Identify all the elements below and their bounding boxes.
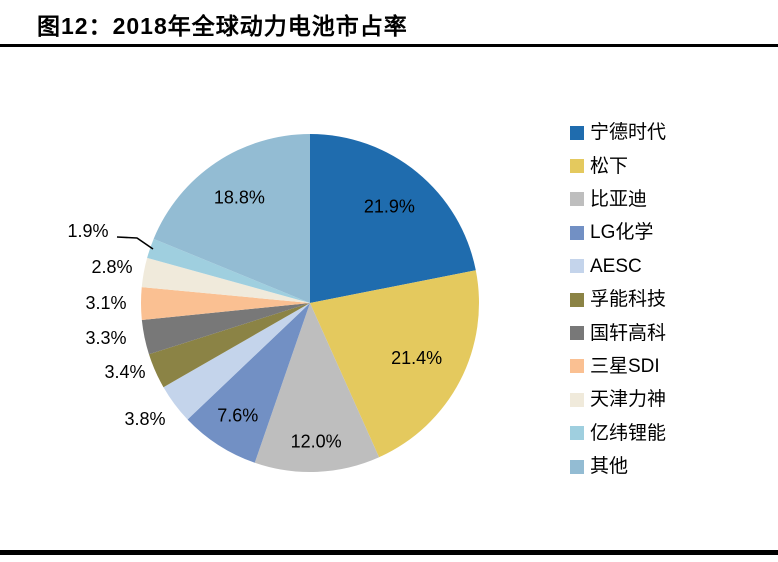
pie-value-label-8: 3.1% bbox=[85, 293, 126, 313]
legend-swatch bbox=[570, 159, 584, 174]
legend-swatch bbox=[570, 225, 584, 240]
legend-swatch bbox=[570, 459, 584, 474]
legend-item: 三星SDI bbox=[570, 350, 666, 383]
legend-label: AESC bbox=[590, 255, 642, 277]
legend-item: 亿纬锂能 bbox=[570, 417, 666, 450]
legend-item: 孚能科技 bbox=[570, 283, 666, 316]
legend-label: 天津力神 bbox=[590, 389, 667, 411]
legend-item: 天津力神 bbox=[570, 383, 666, 416]
legend-swatch bbox=[570, 326, 584, 341]
leader-line bbox=[116, 236, 154, 250]
pie-value-label-5: 3.8% bbox=[124, 409, 165, 429]
legend-label: 比亚迪 bbox=[590, 188, 648, 210]
legend-label: LG化学 bbox=[590, 222, 654, 244]
legend-item: 宁德时代 bbox=[570, 116, 666, 149]
legend-swatch bbox=[570, 259, 584, 274]
pie-value-label-7: 3.3% bbox=[85, 328, 126, 348]
pie-slice-9 bbox=[141, 257, 310, 303]
legend-swatch bbox=[570, 426, 584, 441]
pie-slice-10 bbox=[147, 238, 310, 303]
pie-slice-6 bbox=[148, 303, 310, 388]
legend: 宁德时代松下比亚迪 LG化学 AESC 孚能科技国轩高科三星SDI 天津力神亿纬锂能其他 bbox=[570, 116, 666, 483]
legend-swatch bbox=[570, 392, 584, 407]
pie-chart: 21.9% 21.4% 12.0% 7.6% 3.8% 3.4% 3.3% 3.1% 2.8% 1… bbox=[67, 134, 479, 472]
legend-item: LG化学 bbox=[570, 216, 666, 249]
pie-value-label-1: 21.9% bbox=[364, 196, 415, 216]
figure-bottom-line bbox=[0, 550, 778, 555]
pie-value-label-10: 1.9% bbox=[67, 221, 108, 241]
pie-slice-4 bbox=[187, 303, 310, 463]
pie-value-label-4: 7.6% bbox=[217, 405, 258, 425]
legend-item: 松下 bbox=[570, 149, 666, 182]
pie-value-label-3: 12.0% bbox=[291, 431, 342, 451]
pie-slice-7 bbox=[141, 303, 310, 355]
figure-title: 图12：2018年全球动力电池市占率 bbox=[37, 13, 408, 39]
legend-item: 国轩高科 bbox=[570, 316, 666, 349]
legend-item: 比亚迪 bbox=[570, 183, 666, 216]
legend-item: 其他 bbox=[570, 450, 666, 483]
legend-label: 亿纬锂能 bbox=[590, 422, 667, 444]
legend-label: 其他 bbox=[590, 456, 629, 478]
pie-slice-8 bbox=[140, 287, 310, 320]
legend-label: 孚能科技 bbox=[590, 289, 667, 311]
legend-swatch bbox=[570, 192, 584, 207]
legend-item: AESC bbox=[570, 250, 666, 283]
pie-value-label-9: 2.8% bbox=[91, 257, 132, 277]
pie-slice-5 bbox=[163, 303, 310, 420]
legend-label: 松下 bbox=[590, 155, 629, 177]
pie-value-label-6: 3.4% bbox=[104, 362, 145, 382]
pie-slice-2 bbox=[310, 270, 479, 458]
pie-value-label-2: 21.4% bbox=[391, 348, 442, 368]
pie-slice-1 bbox=[310, 134, 476, 303]
legend-swatch bbox=[570, 359, 584, 374]
pie-value-label-11: 18.8% bbox=[214, 188, 265, 208]
legend-label: 三星SDI bbox=[590, 355, 660, 377]
legend-swatch bbox=[570, 125, 584, 140]
pie-slice-3 bbox=[254, 303, 380, 472]
title-divider-line bbox=[0, 44, 778, 47]
legend-label: 国轩高科 bbox=[590, 322, 667, 344]
legend-label: 宁德时代 bbox=[590, 122, 667, 144]
pie-slice-11 bbox=[153, 134, 310, 303]
legend-swatch bbox=[570, 292, 584, 307]
